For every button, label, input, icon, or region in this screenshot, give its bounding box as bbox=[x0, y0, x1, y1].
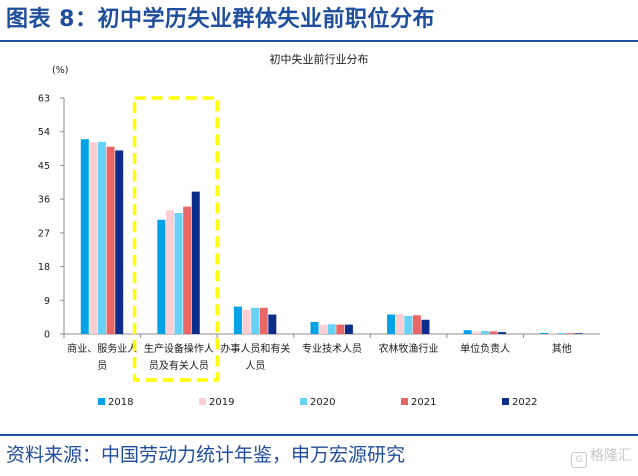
bar-2018 bbox=[387, 314, 396, 334]
x-category-label: 生产设备操作人 bbox=[144, 342, 214, 355]
bar-2022 bbox=[268, 314, 277, 334]
x-category-label: 其他 bbox=[552, 342, 572, 355]
bar-2021 bbox=[183, 206, 192, 334]
bar-2019 bbox=[165, 210, 174, 334]
bar-2021 bbox=[106, 146, 115, 334]
legend-swatch-2022 bbox=[502, 398, 509, 405]
x-category-label: 员 bbox=[97, 360, 107, 372]
bar-2020 bbox=[97, 141, 106, 334]
bar-2018 bbox=[80, 139, 89, 334]
y-tick-label: 45 bbox=[38, 161, 50, 172]
y-tick-label: 9 bbox=[44, 296, 50, 307]
bar-2018 bbox=[233, 306, 242, 334]
x-category-label: 商业、服务业人 bbox=[67, 342, 137, 355]
y-tick-label: 18 bbox=[38, 262, 50, 273]
bar-2021 bbox=[489, 331, 498, 334]
bar-2022 bbox=[115, 150, 124, 334]
y-tick-label: 54 bbox=[38, 127, 50, 138]
bar-2020 bbox=[251, 307, 260, 334]
footer-divider bbox=[0, 434, 638, 436]
bar-2020 bbox=[404, 316, 413, 334]
bar-2022 bbox=[344, 324, 353, 334]
bar-2019 bbox=[548, 333, 557, 334]
legend-label-2019: 2019 bbox=[209, 397, 234, 408]
legend-swatch-2019 bbox=[199, 398, 206, 405]
bar-2018 bbox=[463, 330, 472, 334]
watermark: G 格隆汇 bbox=[571, 446, 632, 468]
x-category-label: 农林牧渔行业 bbox=[379, 342, 439, 355]
bar-2021 bbox=[412, 315, 421, 334]
legend-swatch-2018 bbox=[98, 398, 105, 405]
bar-2020 bbox=[327, 324, 336, 334]
bar-2019 bbox=[472, 331, 481, 334]
bar-2022 bbox=[191, 191, 200, 334]
x-category-label: 员及有关人员 bbox=[149, 359, 209, 372]
y-tick-label: 27 bbox=[38, 228, 50, 239]
x-category-label: 人员 bbox=[245, 360, 265, 372]
legend-label-2018: 2018 bbox=[108, 397, 133, 408]
bar-2022 bbox=[498, 332, 507, 334]
legend-label-2020: 2020 bbox=[310, 397, 335, 408]
x-category-label: 专业技术人员 bbox=[302, 342, 362, 355]
y-axis-unit-label: (%) bbox=[52, 65, 68, 76]
bar-2018 bbox=[157, 219, 166, 334]
y-tick-label: 0 bbox=[44, 330, 50, 341]
x-category-label: 办事人员和有关 bbox=[220, 342, 290, 355]
bar-2021 bbox=[259, 307, 268, 334]
page-title: 图表 8：初中学历失业群体失业前职位分布 bbox=[6, 7, 435, 32]
bar-2018 bbox=[540, 332, 549, 334]
bar-2020 bbox=[174, 213, 183, 334]
bar-2020 bbox=[480, 331, 489, 334]
legend-label-2022: 2022 bbox=[512, 397, 537, 408]
bar-2020 bbox=[557, 332, 566, 334]
bar-2019 bbox=[319, 324, 328, 334]
watermark-text: 格隆汇 bbox=[590, 448, 632, 464]
bar-2019 bbox=[89, 142, 98, 334]
bar-2022 bbox=[421, 319, 430, 334]
legend-label-2021: 2021 bbox=[411, 397, 436, 408]
bar-2021 bbox=[566, 333, 575, 334]
chart-title: 初中失业前行业分布 bbox=[270, 52, 369, 66]
watermark-logo-icon: G bbox=[571, 452, 587, 468]
source-note: 资料来源：中国劳动力统计年鉴，申万宏源研究 bbox=[6, 444, 406, 466]
bar-2018 bbox=[310, 322, 319, 334]
bar-2021 bbox=[336, 324, 345, 334]
header-divider bbox=[0, 40, 638, 42]
legend-swatch-2021 bbox=[401, 398, 408, 405]
legend-swatch-2020 bbox=[300, 398, 307, 405]
x-category-label: 单位负责人 bbox=[460, 342, 510, 355]
y-tick-label: 63 bbox=[38, 94, 50, 105]
highlight-box bbox=[132, 96, 219, 382]
y-tick-label: 36 bbox=[38, 195, 50, 206]
bar-2022 bbox=[574, 333, 583, 334]
bar-2019 bbox=[395, 314, 404, 334]
bar-2019 bbox=[242, 309, 251, 334]
